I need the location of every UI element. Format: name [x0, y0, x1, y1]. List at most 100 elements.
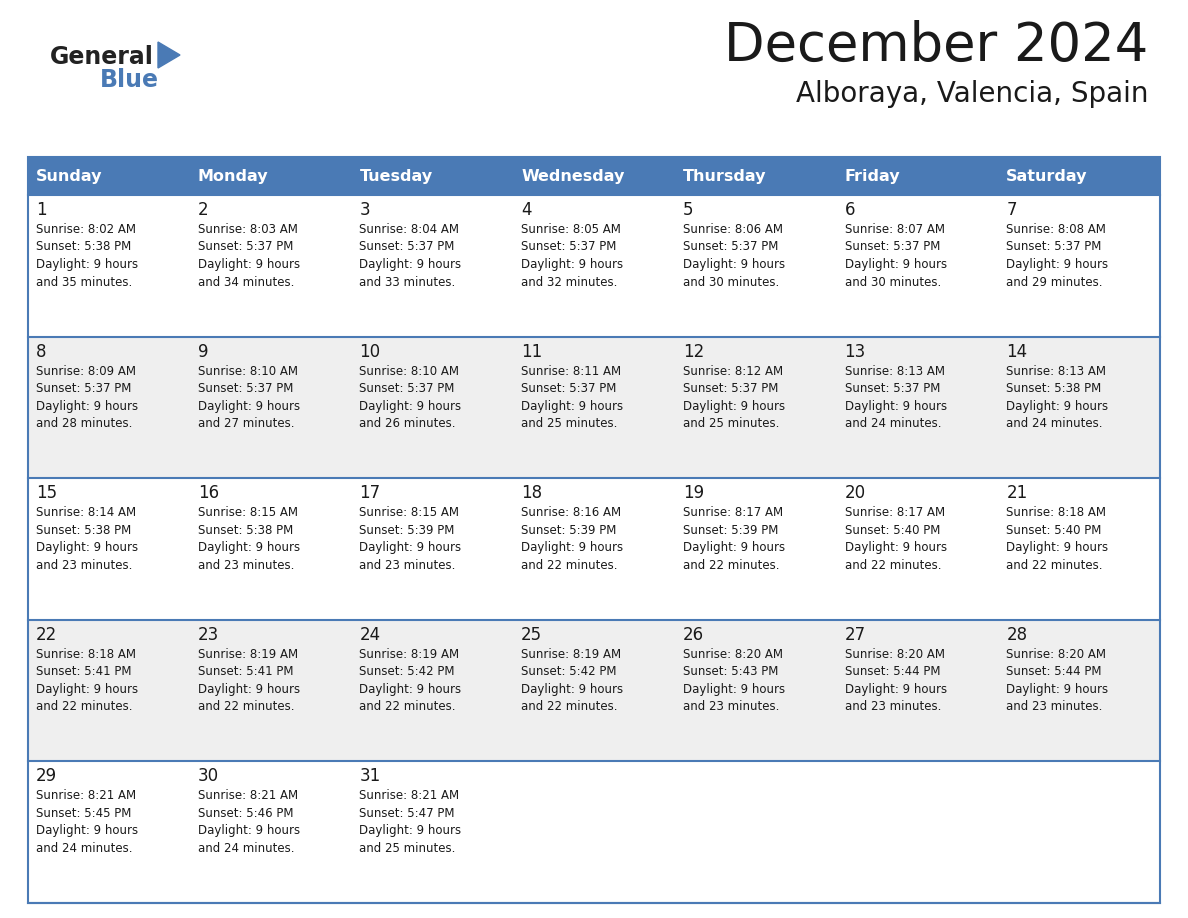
Text: Sunset: 5:40 PM: Sunset: 5:40 PM — [1006, 523, 1101, 537]
Text: Sunrise: 8:16 AM: Sunrise: 8:16 AM — [522, 506, 621, 520]
Text: Sunrise: 8:17 AM: Sunrise: 8:17 AM — [845, 506, 944, 520]
Text: 14: 14 — [1006, 342, 1028, 361]
Text: and 24 minutes.: and 24 minutes. — [1006, 417, 1102, 431]
Text: Daylight: 9 hours: Daylight: 9 hours — [360, 824, 462, 837]
Text: Sunrise: 8:15 AM: Sunrise: 8:15 AM — [197, 506, 298, 520]
Text: Sunrise: 8:20 AM: Sunrise: 8:20 AM — [845, 648, 944, 661]
Text: Sunrise: 8:05 AM: Sunrise: 8:05 AM — [522, 223, 621, 236]
Text: Daylight: 9 hours: Daylight: 9 hours — [845, 258, 947, 271]
Text: Sunset: 5:38 PM: Sunset: 5:38 PM — [36, 523, 131, 537]
Text: and 24 minutes.: and 24 minutes. — [845, 417, 941, 431]
Text: Daylight: 9 hours: Daylight: 9 hours — [197, 683, 299, 696]
Text: Daylight: 9 hours: Daylight: 9 hours — [360, 258, 462, 271]
Text: Daylight: 9 hours: Daylight: 9 hours — [36, 542, 138, 554]
Text: Sunrise: 8:13 AM: Sunrise: 8:13 AM — [845, 364, 944, 377]
Text: 15: 15 — [36, 484, 57, 502]
Text: Daylight: 9 hours: Daylight: 9 hours — [845, 399, 947, 412]
Text: and 28 minutes.: and 28 minutes. — [36, 417, 132, 431]
Text: Sunrise: 8:03 AM: Sunrise: 8:03 AM — [197, 223, 297, 236]
Text: Sunrise: 8:02 AM: Sunrise: 8:02 AM — [36, 223, 135, 236]
Text: Sunrise: 8:21 AM: Sunrise: 8:21 AM — [197, 789, 298, 802]
Text: Sunset: 5:43 PM: Sunset: 5:43 PM — [683, 666, 778, 678]
Text: and 25 minutes.: and 25 minutes. — [522, 417, 618, 431]
Text: Sunrise: 8:13 AM: Sunrise: 8:13 AM — [1006, 364, 1106, 377]
Text: Sunrise: 8:21 AM: Sunrise: 8:21 AM — [36, 789, 137, 802]
Text: Sunrise: 8:04 AM: Sunrise: 8:04 AM — [360, 223, 460, 236]
Text: 24: 24 — [360, 626, 380, 644]
Text: Alboraya, Valencia, Spain: Alboraya, Valencia, Spain — [796, 80, 1148, 108]
Text: Sunrise: 8:17 AM: Sunrise: 8:17 AM — [683, 506, 783, 520]
Text: and 27 minutes.: and 27 minutes. — [197, 417, 295, 431]
Text: Daylight: 9 hours: Daylight: 9 hours — [683, 399, 785, 412]
Text: Sunset: 5:40 PM: Sunset: 5:40 PM — [845, 523, 940, 537]
Text: Sunset: 5:37 PM: Sunset: 5:37 PM — [522, 241, 617, 253]
Text: Thursday: Thursday — [683, 169, 766, 184]
Text: and 23 minutes.: and 23 minutes. — [197, 559, 295, 572]
Text: Sunset: 5:37 PM: Sunset: 5:37 PM — [845, 241, 940, 253]
Text: 25: 25 — [522, 626, 542, 644]
Text: Daylight: 9 hours: Daylight: 9 hours — [197, 824, 299, 837]
Text: and 25 minutes.: and 25 minutes. — [683, 417, 779, 431]
Text: Sunset: 5:37 PM: Sunset: 5:37 PM — [683, 382, 778, 395]
Text: Sunset: 5:37 PM: Sunset: 5:37 PM — [360, 241, 455, 253]
Text: and 23 minutes.: and 23 minutes. — [36, 559, 132, 572]
Text: 21: 21 — [1006, 484, 1028, 502]
Text: 30: 30 — [197, 767, 219, 786]
Bar — [29, 157, 1159, 903]
Bar — [29, 761, 1159, 903]
Text: Daylight: 9 hours: Daylight: 9 hours — [683, 542, 785, 554]
Text: 20: 20 — [845, 484, 866, 502]
Text: and 30 minutes.: and 30 minutes. — [683, 275, 779, 288]
Bar — [29, 195, 1159, 337]
Text: Daylight: 9 hours: Daylight: 9 hours — [845, 542, 947, 554]
Text: General: General — [50, 45, 154, 69]
Text: Sunset: 5:39 PM: Sunset: 5:39 PM — [522, 523, 617, 537]
Text: Daylight: 9 hours: Daylight: 9 hours — [36, 683, 138, 696]
Text: Sunrise: 8:06 AM: Sunrise: 8:06 AM — [683, 223, 783, 236]
Text: and 30 minutes.: and 30 minutes. — [845, 275, 941, 288]
Text: Sunrise: 8:08 AM: Sunrise: 8:08 AM — [1006, 223, 1106, 236]
Text: and 33 minutes.: and 33 minutes. — [360, 275, 456, 288]
Text: Sunset: 5:37 PM: Sunset: 5:37 PM — [197, 241, 293, 253]
Text: and 23 minutes.: and 23 minutes. — [360, 559, 456, 572]
Text: and 22 minutes.: and 22 minutes. — [360, 700, 456, 713]
Text: 10: 10 — [360, 342, 380, 361]
Text: 13: 13 — [845, 342, 866, 361]
Text: Sunset: 5:41 PM: Sunset: 5:41 PM — [197, 666, 293, 678]
Text: Sunset: 5:37 PM: Sunset: 5:37 PM — [522, 382, 617, 395]
Text: 2: 2 — [197, 201, 208, 219]
Text: Sunset: 5:39 PM: Sunset: 5:39 PM — [683, 523, 778, 537]
Text: and 22 minutes.: and 22 minutes. — [197, 700, 295, 713]
Text: Blue: Blue — [100, 68, 159, 92]
Text: Daylight: 9 hours: Daylight: 9 hours — [1006, 542, 1108, 554]
Text: Daylight: 9 hours: Daylight: 9 hours — [522, 399, 624, 412]
Text: Daylight: 9 hours: Daylight: 9 hours — [683, 683, 785, 696]
Text: Daylight: 9 hours: Daylight: 9 hours — [683, 258, 785, 271]
Text: Sunrise: 8:19 AM: Sunrise: 8:19 AM — [197, 648, 298, 661]
Text: and 22 minutes.: and 22 minutes. — [683, 559, 779, 572]
Text: Daylight: 9 hours: Daylight: 9 hours — [360, 399, 462, 412]
Text: Daylight: 9 hours: Daylight: 9 hours — [360, 683, 462, 696]
Text: 29: 29 — [36, 767, 57, 786]
Text: Sunset: 5:37 PM: Sunset: 5:37 PM — [845, 382, 940, 395]
Text: Sunrise: 8:15 AM: Sunrise: 8:15 AM — [360, 506, 460, 520]
Text: Sunset: 5:37 PM: Sunset: 5:37 PM — [36, 382, 132, 395]
Text: and 35 minutes.: and 35 minutes. — [36, 275, 132, 288]
Text: December 2024: December 2024 — [723, 20, 1148, 72]
Text: 18: 18 — [522, 484, 542, 502]
Text: 16: 16 — [197, 484, 219, 502]
Text: and 23 minutes.: and 23 minutes. — [845, 700, 941, 713]
Text: 1: 1 — [36, 201, 46, 219]
Text: and 22 minutes.: and 22 minutes. — [522, 700, 618, 713]
Text: Sunset: 5:39 PM: Sunset: 5:39 PM — [360, 523, 455, 537]
Text: Sunrise: 8:11 AM: Sunrise: 8:11 AM — [522, 364, 621, 377]
Text: 11: 11 — [522, 342, 543, 361]
Text: 7: 7 — [1006, 201, 1017, 219]
Text: Daylight: 9 hours: Daylight: 9 hours — [197, 258, 299, 271]
Bar — [29, 337, 1159, 478]
Text: and 24 minutes.: and 24 minutes. — [36, 842, 133, 855]
Text: Daylight: 9 hours: Daylight: 9 hours — [1006, 399, 1108, 412]
Text: and 22 minutes.: and 22 minutes. — [845, 559, 941, 572]
Text: Monday: Monday — [197, 169, 268, 184]
Text: Daylight: 9 hours: Daylight: 9 hours — [522, 258, 624, 271]
